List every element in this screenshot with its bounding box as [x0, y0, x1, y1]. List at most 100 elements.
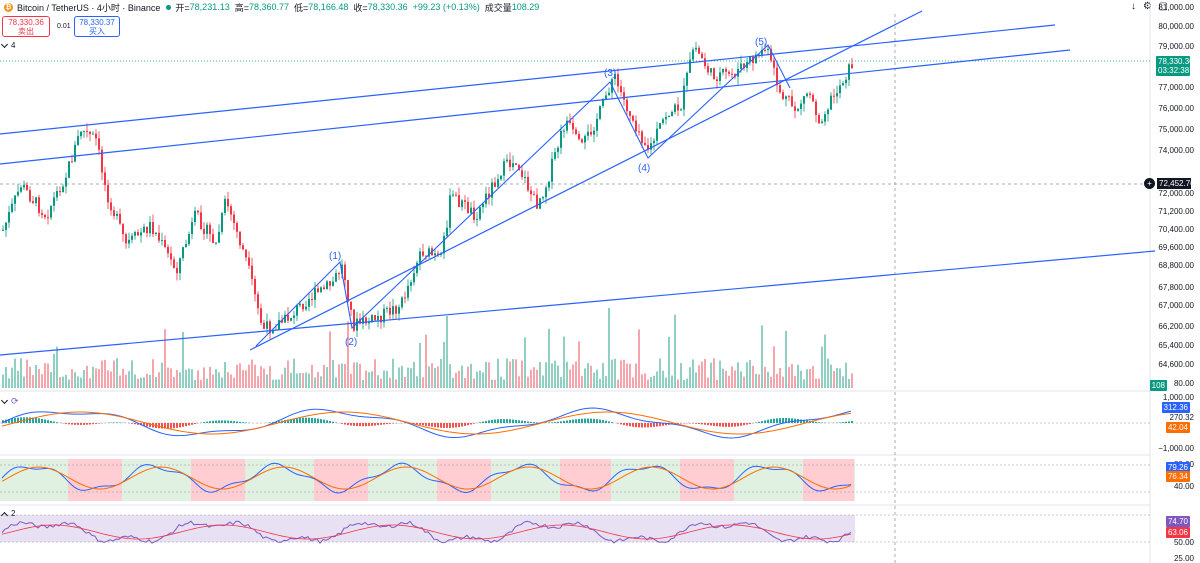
- candle-body: [287, 314, 289, 321]
- volume-bar: [608, 308, 610, 388]
- rsi-pane-tag[interactable]: 2: [0, 509, 15, 519]
- stoch-red-band: [116, 459, 119, 501]
- macd-hist-bar: [305, 417, 307, 423]
- volume-bar: [320, 376, 322, 388]
- volume-bar: [599, 378, 601, 388]
- candle-body: [449, 195, 451, 228]
- price-label: 65,400.00: [1158, 341, 1194, 350]
- candle-body: [329, 281, 331, 286]
- volume-bar: [713, 358, 715, 388]
- candlesticks[interactable]: [2, 41, 853, 340]
- candle-body: [647, 144, 649, 150]
- macd-hist-bar: [818, 422, 820, 423]
- candle-body: [344, 264, 346, 281]
- volume-bar: [221, 377, 223, 388]
- candle-body: [302, 303, 304, 310]
- macd-line: [1, 407, 852, 439]
- stoch-red-band: [239, 459, 242, 501]
- maximize-icon[interactable]: ▢: [1158, 1, 1168, 12]
- macd-hist-bar: [719, 423, 721, 427]
- channel-middle-line[interactable]: [0, 49, 1071, 165]
- macd-hist-bar: [95, 423, 97, 424]
- volume-bar: [215, 369, 217, 388]
- crosshair-price-tag: 72,452.76: [1157, 178, 1195, 189]
- candle-body: [377, 315, 379, 321]
- buy-button[interactable]: 78,330.37 买入: [74, 16, 120, 37]
- volume-bar: [119, 375, 121, 388]
- price-label: 66,200.00: [1158, 322, 1194, 331]
- volume-bar: [545, 362, 547, 388]
- stoch-red-band: [440, 459, 443, 501]
- macd-hist-bar: [734, 423, 736, 427]
- macd-hist-bar: [515, 419, 517, 423]
- candle-body: [467, 201, 469, 214]
- indicator-icon[interactable]: ⟳: [11, 396, 19, 406]
- volume-bar: [551, 363, 553, 388]
- volume-bar: [719, 360, 721, 388]
- volume-bar: [260, 366, 262, 388]
- candle-body: [755, 54, 757, 64]
- macd-hist-bar: [467, 423, 469, 426]
- candle-body: [629, 111, 631, 116]
- elliott-wave-path[interactable]: [255, 44, 791, 347]
- stoch-red-band: [803, 459, 806, 501]
- volume-bar: [422, 377, 424, 388]
- stoch-red-band: [98, 459, 101, 501]
- volume-bar: [611, 359, 613, 388]
- stoch-red-band: [818, 459, 821, 501]
- volume-bar: [716, 379, 718, 388]
- main-pane-tag[interactable]: 4: [0, 40, 15, 50]
- candle-body: [398, 307, 400, 314]
- volume-bar: [125, 374, 127, 388]
- stoch-red-band: [224, 459, 227, 501]
- candle-body: [530, 190, 532, 195]
- wave-trendline[interactable]: [249, 10, 923, 351]
- candle-body: [269, 321, 271, 334]
- volume-bar: [365, 370, 367, 388]
- macd-hist-bar: [764, 420, 766, 423]
- candle-body: [824, 114, 826, 122]
- macd-hist-bar: [590, 418, 592, 423]
- candle-body: [110, 202, 112, 211]
- stoch-red-band: [566, 459, 569, 501]
- settings-icon[interactable]: ⚙: [1143, 1, 1152, 12]
- stoch-red-band: [827, 459, 830, 501]
- stoch-red-band: [830, 459, 833, 501]
- channel-upper-line[interactable]: [0, 24, 1056, 135]
- chevron-down-icon[interactable]: [0, 40, 9, 49]
- symbol-title[interactable]: Bitcoin / TetherUS · 4小时 · Binance: [17, 2, 161, 13]
- macd-hist-bar: [647, 423, 649, 428]
- macd-hist-bar: [656, 423, 658, 427]
- volume-bar: [128, 371, 130, 388]
- volume-bar: [626, 363, 628, 388]
- candle-body: [137, 231, 139, 236]
- candle-body: [86, 130, 88, 132]
- volume-bar: [554, 360, 556, 388]
- macd-pane-tag[interactable]: ⟳: [0, 396, 19, 407]
- macd-hist-bar: [116, 422, 118, 423]
- wave-label-2: (2): [345, 337, 357, 348]
- volume-bar: [485, 361, 487, 388]
- candle-body: [182, 247, 184, 259]
- macd-hist-bar: [773, 418, 775, 423]
- volume-bar: [302, 373, 304, 388]
- candle-body: [2, 229, 4, 231]
- arrow-down-icon[interactable]: ↓: [1131, 1, 1136, 12]
- stoch-red-band: [473, 459, 476, 501]
- macd-hist-bar: [629, 423, 631, 427]
- stoch-red-band: [689, 459, 692, 501]
- volume-bar: [767, 371, 769, 388]
- volume-bar: [731, 366, 733, 388]
- candle-body: [167, 247, 169, 254]
- volume-bar: [80, 377, 82, 388]
- macd-hist-bar: [485, 420, 487, 423]
- chevron-up-icon[interactable]: [0, 511, 9, 519]
- channel-lower-line[interactable]: [0, 250, 1156, 356]
- chevron-down-icon[interactable]: [0, 396, 9, 405]
- stoch-red-band: [200, 459, 203, 501]
- volume-bar: [434, 368, 436, 388]
- macd-hist-bar: [461, 423, 463, 427]
- add-alert-icon[interactable]: +: [1144, 178, 1155, 189]
- sell-button[interactable]: 78,330.36 卖出: [2, 16, 50, 37]
